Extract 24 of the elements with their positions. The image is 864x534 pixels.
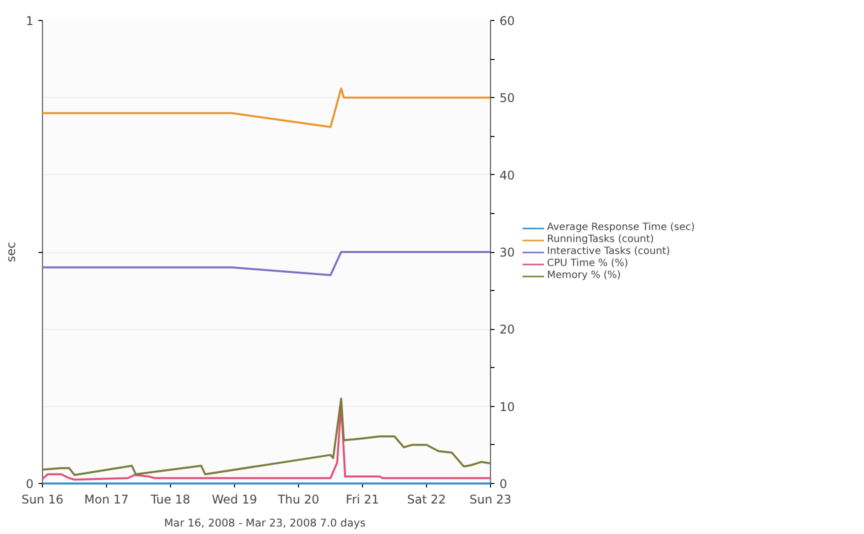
line-series: [42, 87, 492, 128]
y-tick-label: 1: [26, 14, 34, 28]
y2-tick-label: 20: [500, 322, 515, 337]
legend-label: RunningTasks (count): [547, 234, 654, 245]
text: Mar 16, 2008 - Mar 23, 2008 7.0 days: [164, 516, 366, 530]
y2-tick-label: 40: [500, 168, 515, 182]
legend-label: Average Response Time (sec): [547, 222, 695, 233]
x-tick-label: Thu 20: [276, 492, 320, 506]
x-tick-label: Sat 22: [407, 492, 446, 506]
x-tick-label: Wed 19: [212, 492, 258, 506]
x-tick-label: Sun 23: [470, 492, 512, 506]
y2-tick-label: 30: [500, 246, 515, 260]
legend-label: CPU Time % (%): [547, 258, 628, 269]
y2-tick-label: 50: [500, 91, 515, 106]
x-tick-label: Mon 17: [84, 492, 129, 506]
x-tick-label: Tue 18: [150, 492, 190, 506]
y-axis-title: sec: [4, 242, 18, 262]
legend-label: Memory % (%): [547, 270, 621, 281]
y2-tick-label: 0: [500, 477, 508, 491]
y2-tick-label: 60: [500, 14, 515, 28]
x-tick-label: Fri 21: [346, 492, 380, 506]
legend-label: Interactive Tasks (count): [547, 246, 670, 257]
x-tick-label: Sun 16: [22, 492, 64, 506]
y2-tick-label: 10: [500, 400, 515, 414]
